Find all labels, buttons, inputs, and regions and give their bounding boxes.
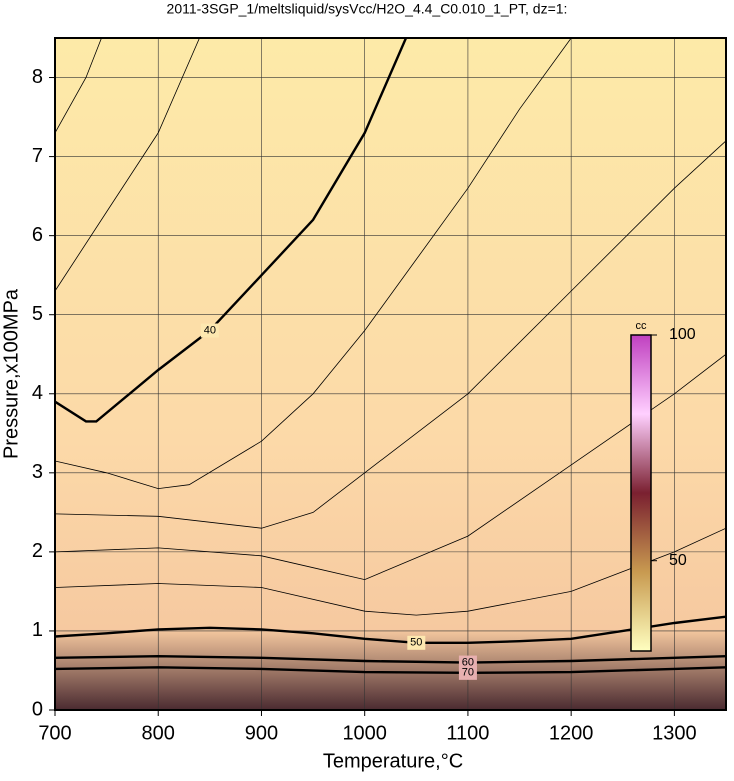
y-tick-label: 3 (32, 461, 43, 483)
contour-line (55, 38, 572, 490)
chart-title: 2011-3SGP_1/meltsliquid/sysVcc/H2O_4.4_C… (167, 1, 568, 17)
x-tick-label: 1000 (342, 722, 387, 744)
contour-label-bg (458, 665, 477, 680)
contour-label: 70 (462, 667, 474, 679)
plot-frame (54, 37, 727, 711)
x-tick-label: 700 (38, 722, 71, 744)
x-tick-label: 900 (245, 722, 278, 744)
contour-line (55, 666, 726, 675)
x-tick-label: 1300 (652, 722, 697, 744)
y-tick-label: 4 (32, 382, 43, 404)
contour-label: 60 (462, 656, 474, 668)
y-tick-label: 5 (32, 303, 43, 325)
colorbar-tick-label: 50 (669, 552, 687, 569)
x-tick-label: 1100 (446, 722, 489, 744)
contour-label: 40 (204, 324, 216, 336)
plot-background (55, 38, 726, 710)
y-tick-label: 2 (32, 540, 43, 562)
contour-label: 50 (410, 637, 422, 649)
contour-label-bg (407, 635, 426, 650)
y-tick-label: 7 (32, 145, 43, 167)
contour-line (55, 140, 726, 529)
contour-line (55, 654, 726, 664)
y-tick-label: 8 (32, 66, 43, 88)
colorbar-tick-label: 100 (669, 326, 696, 343)
x-axis-label: Temperature,°C (323, 750, 463, 772)
contour-label-bg (200, 323, 219, 338)
x-tick-label: 800 (142, 722, 175, 744)
contour-line (55, 615, 726, 644)
x-tick-label: 1200 (549, 722, 594, 744)
contour-line (55, 38, 102, 134)
y-tick-label: 6 (32, 224, 43, 246)
y-tick-label: 1 (32, 619, 43, 641)
y-tick-label: 0 (32, 698, 43, 720)
contour-line (55, 38, 200, 292)
y-axis-label: Pressure,x100MPa (0, 288, 22, 459)
colorbar (630, 334, 652, 652)
colorbar-label: cc (636, 320, 648, 332)
